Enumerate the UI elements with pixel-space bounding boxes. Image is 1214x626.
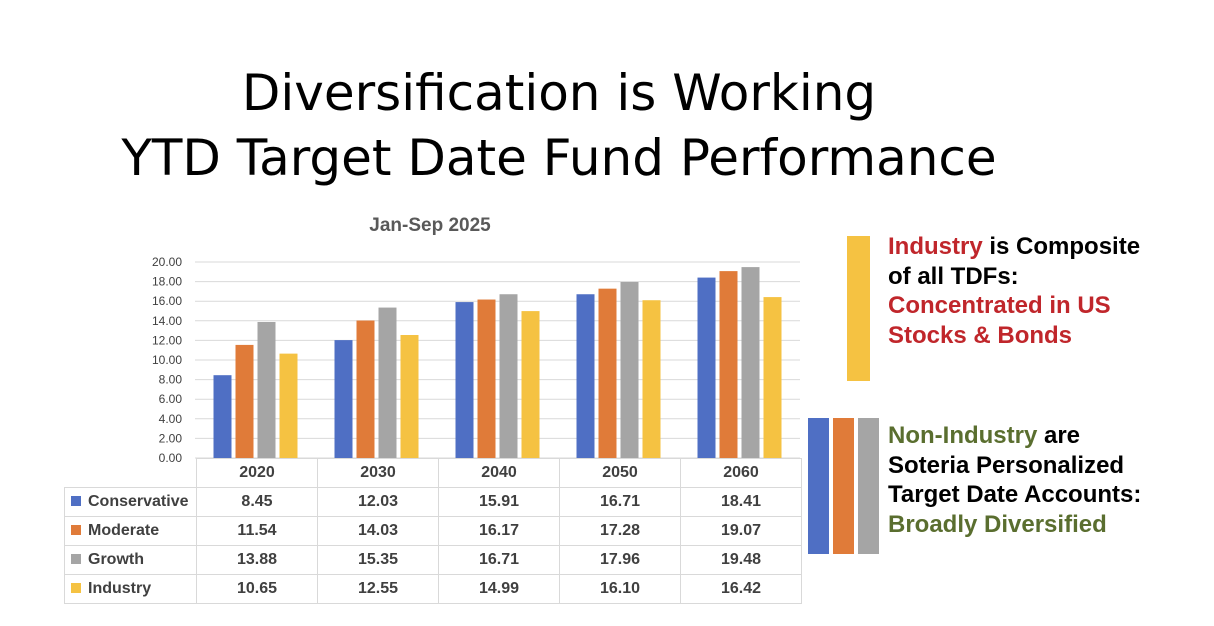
bar-industry-2020 (279, 353, 298, 458)
y-tick-label: 10.00 (152, 353, 182, 367)
data-label: 16.71 (559, 487, 681, 517)
data-label: 16.42 (680, 574, 802, 604)
data-label: 11.54 (196, 516, 318, 546)
non-industry-callout-line-1: are (1037, 422, 1081, 449)
y-tick-label: 0.00 (159, 451, 183, 465)
legend-label: Growth (88, 551, 144, 568)
y-tick-label: 12.00 (152, 333, 182, 347)
non-industry-callout-line-2: Soteria Personalized (888, 451, 1125, 479)
legend-label: Conservative (88, 493, 189, 510)
data-label: 16.10 (559, 574, 681, 604)
chart-title: Jan-Sep 2025 (369, 215, 491, 236)
bar-industry-2050 (642, 300, 661, 458)
y-tick-label: 16.00 (152, 294, 182, 308)
data-label: 14.99 (438, 574, 560, 604)
data-label: 8.45 (196, 487, 318, 517)
data-label: 18.41 (680, 487, 802, 517)
bar-moderate-2060 (719, 271, 738, 458)
slide-title-line-2: YTD Target Date Fund Performance (121, 129, 997, 187)
industry-callout-line-3: Concentrated in US (888, 292, 1111, 319)
bar-conservative-2060 (697, 277, 716, 458)
bar-moderate-2050 (598, 288, 617, 458)
table-corner (65, 459, 197, 488)
bar-growth-2040 (499, 294, 518, 458)
chart-data-table: 2020 2030 2040 2050 2060 Conservative 8.45 12.0… (64, 458, 802, 604)
data-label: 17.96 (559, 545, 681, 575)
y-tick-label: 4.00 (159, 412, 183, 426)
industry-color-bar (847, 236, 870, 381)
bar-conservative-2020 (213, 375, 232, 458)
data-label: 16.17 (438, 516, 560, 546)
non-industry-callout: Non-Industry are Soteria Personalized Ta… (888, 421, 1208, 539)
non-industry-callout-line-4: Broadly Diversified (888, 510, 1107, 538)
series-legend-moderate: Moderate (64, 516, 197, 546)
category-label: 2060 (680, 458, 802, 488)
bar-industry-2060 (763, 297, 782, 458)
category-label: 2050 (559, 458, 681, 488)
data-label: 12.55 (317, 574, 439, 604)
data-label: 15.35 (317, 545, 439, 575)
non-industry-callout-line-3: Target Date Accounts: (888, 481, 1142, 508)
y-tick-label: 8.00 (159, 373, 183, 387)
non-industry-color-bar-1 (808, 418, 829, 554)
bar-chart: 0.00 2.00 4.00 6.00 8.00 10.00 12.00 14.00 16.00… (152, 255, 800, 465)
data-label: 14.03 (317, 516, 439, 546)
bar-conservative-2030 (334, 340, 353, 458)
industry-callout: Industry is Composite of all TDFs: Conce… (888, 232, 1208, 350)
non-industry-color-bar-3 (858, 418, 879, 554)
legend-swatch (71, 554, 81, 564)
bar-moderate-2030 (356, 320, 375, 458)
legend-swatch (71, 525, 81, 535)
table-header-row: 2020 2030 2040 2050 2060 (65, 458, 802, 488)
data-label: 10.65 (196, 574, 318, 604)
y-tick-label: 18.00 (152, 275, 182, 289)
data-label: 19.07 (680, 516, 802, 546)
data-label: 12.03 (317, 487, 439, 517)
y-tick-label: 2.00 (159, 431, 183, 445)
y-tick-label: 6.00 (159, 392, 183, 406)
data-label: 19.48 (680, 545, 802, 575)
legend-label: Industry (88, 580, 152, 597)
bar-growth-2060 (741, 267, 760, 458)
bar-conservative-2050 (576, 294, 595, 458)
y-tick-label: 20.00 (152, 255, 182, 269)
table-row: Industry 10.65 12.55 14.99 16.10 16.42 (64, 574, 802, 604)
bar-industry-2030 (400, 335, 419, 458)
non-industry-callout-keyword: Non-Industry (888, 422, 1038, 449)
bar-moderate-2040 (477, 299, 496, 458)
series-legend-growth: Growth (64, 545, 197, 575)
legend-swatch (71, 496, 81, 506)
industry-callout-line-1: is Composite (982, 233, 1141, 260)
category-label: 2030 (317, 458, 439, 488)
table-row: Conservative 8.45 12.03 15.91 16.71 18.41 (64, 487, 802, 517)
bar-growth-2020 (257, 321, 276, 458)
data-label: 16.71 (438, 545, 560, 575)
category-label: 2040 (438, 458, 560, 488)
legend-label: Moderate (88, 522, 160, 539)
bar-growth-2050 (620, 281, 639, 458)
bar-growth-2030 (378, 307, 397, 458)
data-label: 17.28 (559, 516, 681, 546)
non-industry-color-bar-2 (833, 418, 854, 554)
industry-callout-keyword: Industry (888, 233, 983, 260)
data-label: 15.91 (438, 487, 560, 517)
series-legend-industry: Industry (64, 574, 197, 604)
bar-conservative-2040 (455, 302, 474, 458)
slide-title-line-1: Diversification is Working (241, 64, 877, 122)
industry-callout-line-4: Stocks & Bonds (888, 321, 1073, 349)
data-label: 13.88 (196, 545, 318, 575)
industry-callout-line-2: of all TDFs: (888, 262, 1019, 290)
bar-industry-2040 (521, 311, 540, 458)
table-row: Moderate 11.54 14.03 16.17 17.28 19.07 (64, 516, 802, 546)
bar-moderate-2020 (235, 344, 254, 458)
series-legend-conservative: Conservative (64, 487, 197, 517)
y-tick-label: 14.00 (152, 314, 182, 328)
category-label: 2020 (196, 458, 318, 488)
legend-swatch (71, 583, 81, 593)
table-row: Growth 13.88 15.35 16.71 17.96 19.48 (64, 545, 802, 575)
